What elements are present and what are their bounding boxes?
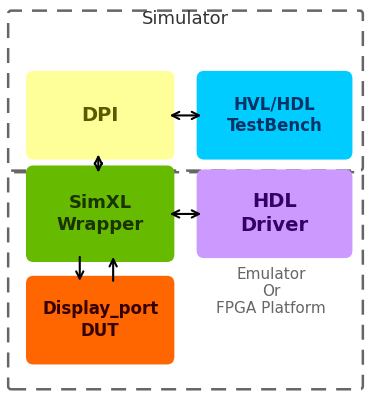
Text: DPI: DPI <box>82 106 119 125</box>
FancyBboxPatch shape <box>197 169 352 258</box>
Text: Simulator: Simulator <box>142 10 229 28</box>
Text: HVL/HDL
TestBench: HVL/HDL TestBench <box>227 95 322 136</box>
FancyBboxPatch shape <box>197 71 352 160</box>
Text: Display_port
DUT: Display_port DUT <box>42 300 158 340</box>
Text: SimXL
Wrapper: SimXL Wrapper <box>56 193 144 234</box>
FancyBboxPatch shape <box>26 165 174 262</box>
FancyBboxPatch shape <box>26 71 174 160</box>
Text: Emulator
Or
FPGA Platform: Emulator Or FPGA Platform <box>216 267 326 316</box>
FancyBboxPatch shape <box>26 276 174 364</box>
Text: HDL
Driver: HDL Driver <box>240 193 309 235</box>
